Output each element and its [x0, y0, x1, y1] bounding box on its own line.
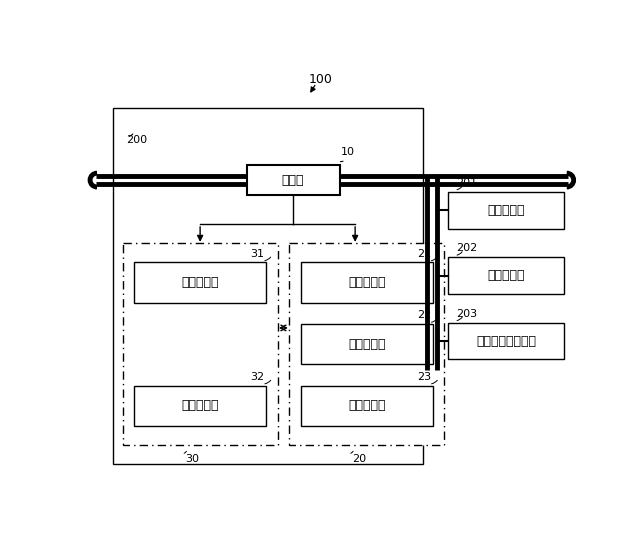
- Text: 200: 200: [127, 136, 148, 145]
- Bar: [301, 386, 433, 426]
- Text: 開始判定部: 開始判定部: [348, 276, 385, 289]
- Text: 計測部: 計測部: [282, 174, 305, 187]
- Text: 22: 22: [417, 310, 431, 320]
- Bar: [134, 262, 266, 302]
- Text: 10: 10: [341, 147, 355, 157]
- Text: 30: 30: [186, 454, 200, 464]
- Text: 203: 203: [456, 309, 477, 318]
- Bar: [134, 386, 266, 426]
- Text: 20: 20: [352, 454, 366, 464]
- Text: 停止判定部: 停止判定部: [348, 338, 385, 350]
- Text: 31: 31: [250, 249, 264, 258]
- Text: ガス給湯器: ガス給湯器: [488, 269, 525, 282]
- Text: 流量記憶部: 流量記憶部: [181, 276, 219, 289]
- Text: ガスファンヒータ: ガスファンヒータ: [476, 334, 536, 348]
- Bar: [289, 243, 444, 445]
- Bar: [448, 322, 564, 359]
- Text: 100: 100: [308, 73, 332, 87]
- Text: 202: 202: [456, 243, 477, 253]
- Text: 機器記憶部: 機器記憶部: [181, 399, 219, 412]
- Bar: [301, 324, 433, 364]
- Text: 32: 32: [250, 372, 264, 382]
- Bar: [113, 109, 422, 464]
- Bar: [448, 257, 564, 294]
- Text: 21: 21: [417, 249, 431, 258]
- Text: 23: 23: [417, 372, 431, 382]
- Bar: [301, 262, 433, 302]
- Bar: [123, 243, 278, 445]
- Text: 201: 201: [456, 178, 477, 188]
- Text: ガスコンロ: ガスコンロ: [488, 204, 525, 217]
- Bar: [246, 165, 340, 196]
- Bar: [448, 192, 564, 229]
- Text: 機器管理部: 機器管理部: [348, 399, 385, 412]
